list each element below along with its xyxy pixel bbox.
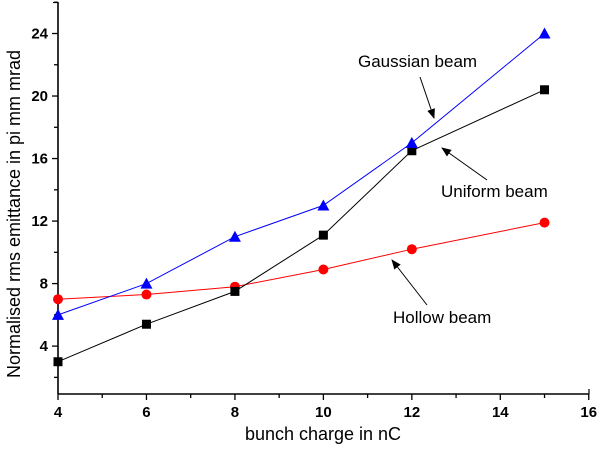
annotation-label: Hollow beam: [393, 308, 491, 327]
axes: 4 6 8 10 12 14 16 4 8 12 16 20 24: [31, 1, 597, 421]
y-tick-label: 12: [31, 213, 48, 230]
series-gaussian-beam: [52, 27, 551, 320]
x-axis-title: bunch charge in nC: [245, 424, 401, 444]
arrow-icon: [441, 147, 488, 181]
x-tick-label: 16: [580, 404, 597, 421]
x-tick-label: 12: [403, 404, 420, 421]
x-tick-label: 14: [492, 404, 509, 421]
arrow-icon: [419, 76, 435, 119]
triangle-marker: [140, 277, 153, 289]
arrow-icon: [391, 259, 428, 306]
x-tick-label: 10: [315, 404, 332, 421]
y-axis-title: Normalised rms emittance in pi mm mrad: [4, 50, 24, 378]
y-tick-label: 20: [31, 88, 48, 105]
annotation-uniform-beam: Uniform beam: [441, 147, 548, 201]
circle-marker: [53, 294, 63, 305]
circle-marker: [406, 244, 417, 255]
circle-marker: [141, 289, 152, 300]
series-line: [57, 33, 545, 316]
square-marker: [540, 85, 550, 95]
square-marker: [318, 230, 328, 240]
y-tick-label: 8: [40, 276, 48, 293]
triangle-marker: [228, 230, 241, 242]
annotation-label: Gaussian beam: [358, 52, 477, 71]
y-tick-label: 16: [31, 151, 48, 168]
x-tick-label: 8: [231, 404, 239, 421]
triangle-marker: [538, 27, 551, 39]
circle-marker: [539, 217, 550, 228]
square-marker: [230, 286, 240, 296]
x-tick-label: 6: [142, 404, 150, 421]
annotation-gaussian-beam: Gaussian beam: [358, 52, 477, 119]
x-tick-label: 4: [54, 404, 63, 421]
series-hollow-beam: [53, 217, 550, 305]
annotations: Gaussian beam Uniform beam Hollow beam: [358, 52, 548, 327]
square-marker: [407, 146, 417, 156]
series-line: [57, 222, 545, 300]
triangle-marker: [405, 136, 418, 148]
square-marker: [53, 357, 63, 367]
annotation-label: Uniform beam: [441, 182, 548, 201]
series-uniform-beam: [53, 85, 550, 367]
annotation-hollow-beam: Hollow beam: [391, 259, 491, 327]
y-tick-label: 4: [40, 338, 49, 355]
data-series: [52, 27, 551, 367]
triangle-marker: [317, 199, 330, 211]
series-line: [57, 89, 545, 363]
square-marker: [141, 319, 151, 329]
circle-marker: [318, 264, 329, 275]
y-tick-label: 24: [31, 26, 48, 43]
triangle-marker: [52, 308, 64, 320]
